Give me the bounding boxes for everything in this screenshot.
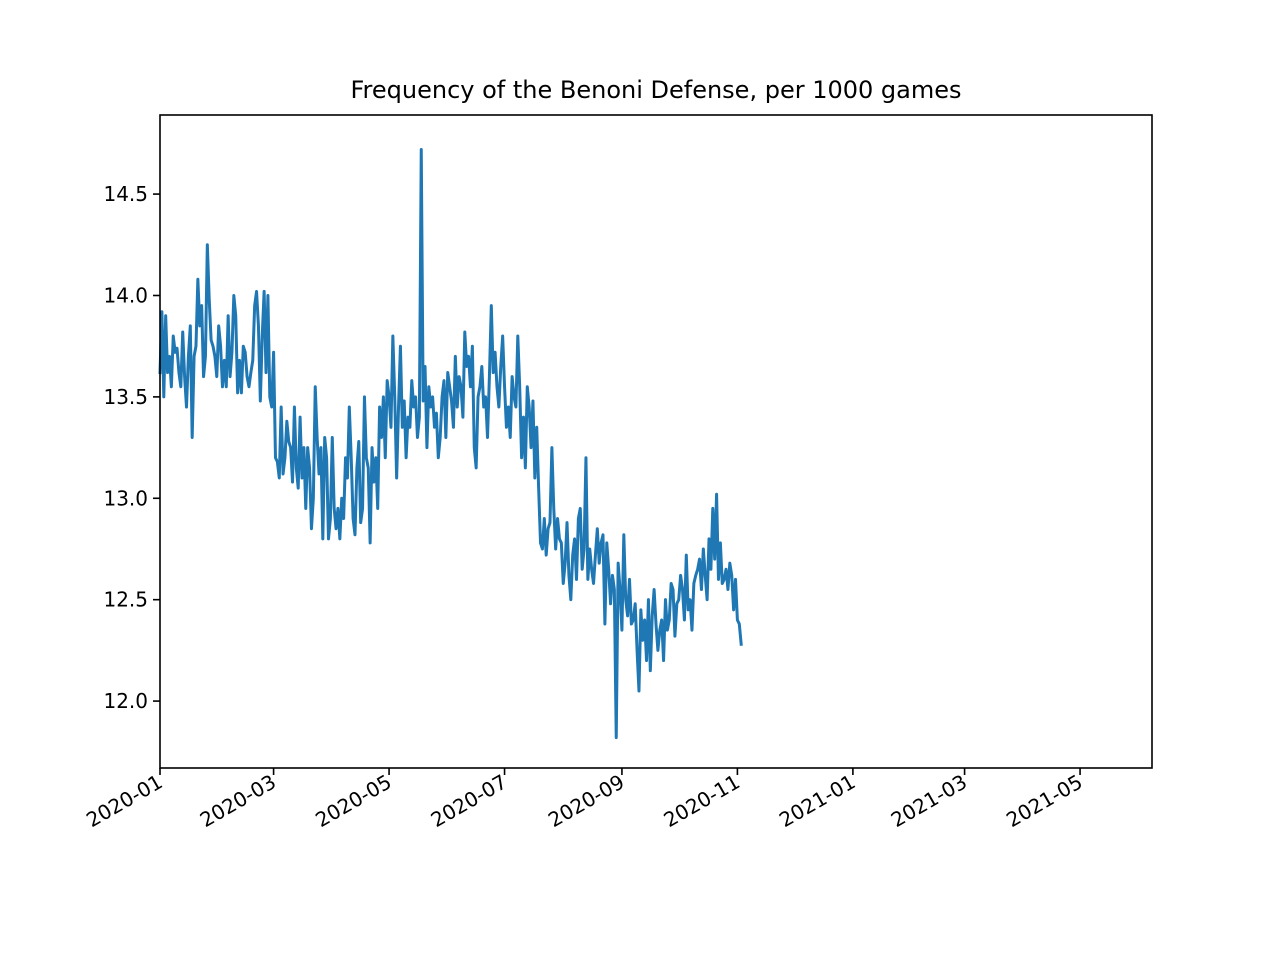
y-tick-label: 13.0 (103, 486, 148, 510)
y-tick-label: 12.0 (103, 689, 148, 713)
plot-area (158, 147, 743, 740)
y-tick-label: 14.0 (103, 283, 148, 307)
y-tick-label: 14.5 (103, 182, 148, 206)
series-line-0 (158, 147, 743, 740)
chart-title: Frequency of the Benoni Defense, per 100… (350, 76, 961, 104)
axes-frame (159, 114, 1153, 769)
y-axis: 12.0 12.5 13.0 13.5 14.0 14.5 (103, 182, 160, 713)
y-tick-label: 12.5 (103, 588, 148, 612)
y-tick-label: 13.5 (103, 385, 148, 409)
